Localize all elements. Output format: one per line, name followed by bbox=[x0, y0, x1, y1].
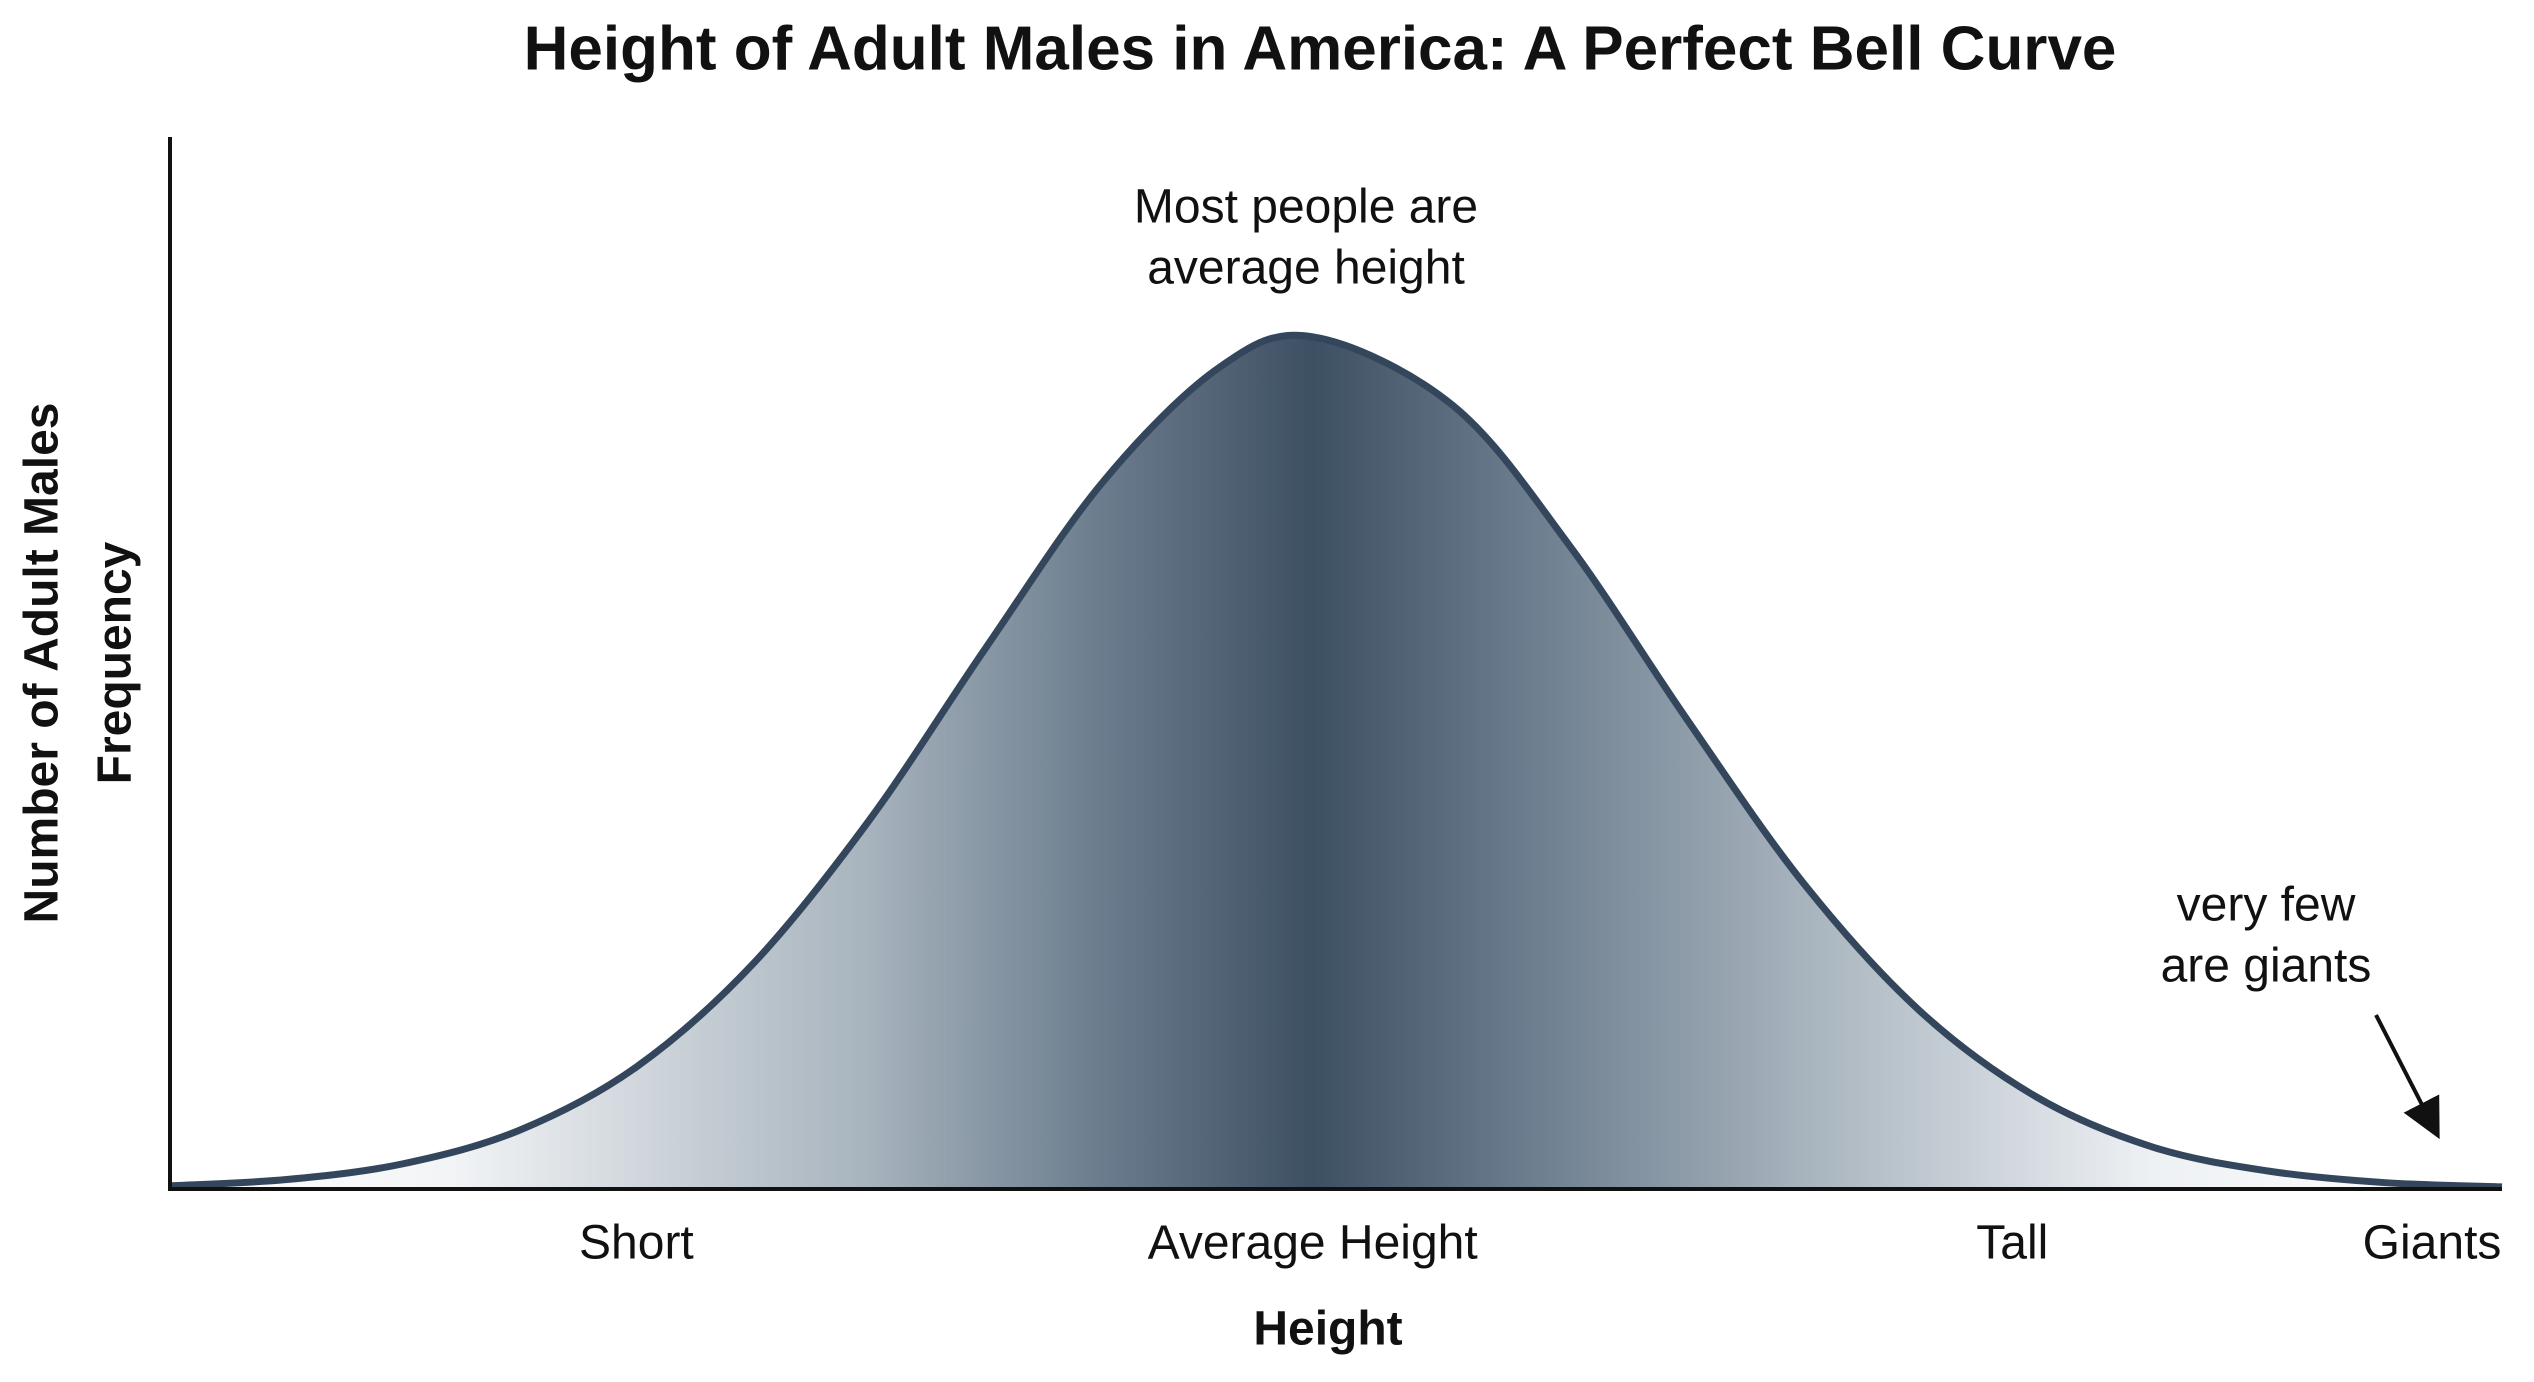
x-tick-label: Giants bbox=[2363, 1217, 2502, 1270]
y-axis-title: Frequency bbox=[89, 541, 142, 784]
annotation: average height bbox=[1147, 242, 1465, 295]
x-tick-label: Tall bbox=[1976, 1217, 2048, 1270]
x-tick-label: Short bbox=[579, 1217, 694, 1270]
area-fill bbox=[170, 335, 2502, 1190]
annotation: are giants bbox=[2161, 940, 2372, 993]
annotation: Most people are bbox=[1134, 181, 1478, 234]
x-axis-title: Height bbox=[1253, 1303, 1402, 1356]
chart-title: Height of Adult Males in America: A Perf… bbox=[524, 14, 2117, 83]
y-axis-title: Number of Adult Males bbox=[16, 403, 69, 924]
annotation-arrow bbox=[2374, 1014, 2440, 1140]
x-tick-label: Average Height bbox=[1148, 1217, 1478, 1270]
curve-line bbox=[169, 331, 2503, 1191]
annotation: very few bbox=[2177, 879, 2356, 932]
